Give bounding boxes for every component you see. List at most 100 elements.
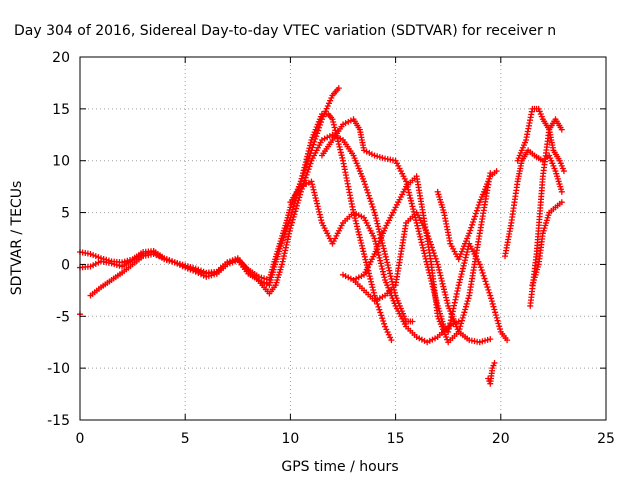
data-point [440, 286, 447, 293]
y-tick-label: -15 [47, 413, 70, 429]
data-point [329, 116, 336, 123]
data-point [409, 318, 416, 325]
data-point [442, 291, 449, 298]
data-point [455, 328, 462, 335]
data-point [372, 215, 379, 222]
y-axis-label: SDTVAR / TECUs [9, 181, 25, 296]
data-point [464, 298, 471, 305]
data-point [469, 221, 476, 228]
data-point [463, 251, 470, 258]
data-point [317, 214, 324, 221]
data-point [361, 253, 368, 260]
data-point [470, 219, 477, 225]
data-point [386, 270, 393, 277]
data-point [375, 223, 382, 230]
data-point [445, 325, 452, 332]
data-point [304, 150, 311, 157]
data-point [463, 303, 470, 310]
data-point [307, 142, 314, 149]
data-point [311, 189, 318, 196]
data-point [305, 166, 312, 173]
data-point [303, 156, 310, 163]
data-point [314, 200, 321, 207]
data-point [379, 265, 386, 272]
data-point [415, 225, 422, 232]
data-point [336, 143, 343, 150]
data-point [369, 203, 376, 210]
data-point [296, 194, 303, 201]
data-point [417, 236, 424, 243]
data-point [558, 188, 565, 195]
data-point [432, 255, 439, 262]
data-point [421, 250, 428, 257]
data-point [466, 230, 473, 237]
data-point [468, 224, 475, 231]
data-point [473, 207, 480, 214]
data-point [354, 223, 361, 230]
data-point [460, 312, 467, 319]
data-layer [77, 85, 567, 387]
data-point [405, 189, 412, 196]
data-point [406, 192, 413, 199]
data-point [407, 195, 414, 202]
data-point [375, 226, 382, 233]
data-point [323, 105, 330, 112]
data-point [306, 145, 313, 152]
data-point [459, 265, 466, 272]
series-9 [485, 359, 498, 387]
y-tick-label: -5 [56, 309, 70, 325]
data-point [477, 264, 484, 271]
data-point [420, 247, 427, 254]
data-point [277, 243, 284, 250]
data-point [276, 245, 283, 252]
data-point [370, 289, 377, 296]
data-point [306, 163, 313, 170]
series-6 [340, 209, 494, 346]
data-point [292, 208, 299, 215]
data-point [309, 181, 316, 188]
data-point [378, 312, 385, 319]
data-point [368, 201, 375, 208]
data-point [388, 275, 395, 282]
series-10 [502, 147, 565, 260]
data-point [368, 281, 375, 288]
data-point [409, 203, 416, 210]
data-point [361, 251, 368, 258]
data-point [493, 314, 500, 321]
data-point [370, 206, 377, 213]
data-point [457, 276, 464, 283]
data-point [293, 202, 300, 209]
data-point [330, 118, 337, 125]
x-tick-label: 20 [492, 431, 510, 447]
data-point [374, 220, 381, 227]
data-point [438, 275, 445, 282]
data-point [358, 242, 365, 249]
data-point [485, 286, 492, 293]
data-point [462, 306, 469, 313]
data-point [357, 237, 364, 244]
data-point [339, 154, 346, 161]
data-point [307, 160, 314, 167]
data-point [361, 178, 368, 185]
data-point [353, 220, 360, 227]
data-point [356, 234, 363, 241]
data-point [297, 191, 304, 198]
data-point [413, 219, 420, 226]
data-point [416, 231, 423, 238]
data-point [298, 175, 305, 182]
data-point [376, 228, 383, 235]
data-point [381, 320, 388, 327]
data-point [475, 202, 482, 209]
data-point [465, 295, 472, 302]
series-13 [529, 199, 565, 289]
data-point [310, 186, 317, 193]
data-point [377, 309, 384, 316]
x-tick-label: 15 [387, 431, 405, 447]
data-point [325, 100, 332, 107]
data-point [484, 284, 491, 291]
data-point [382, 251, 389, 258]
data-point [456, 326, 463, 333]
data-point [494, 317, 501, 324]
data-point [496, 323, 503, 330]
